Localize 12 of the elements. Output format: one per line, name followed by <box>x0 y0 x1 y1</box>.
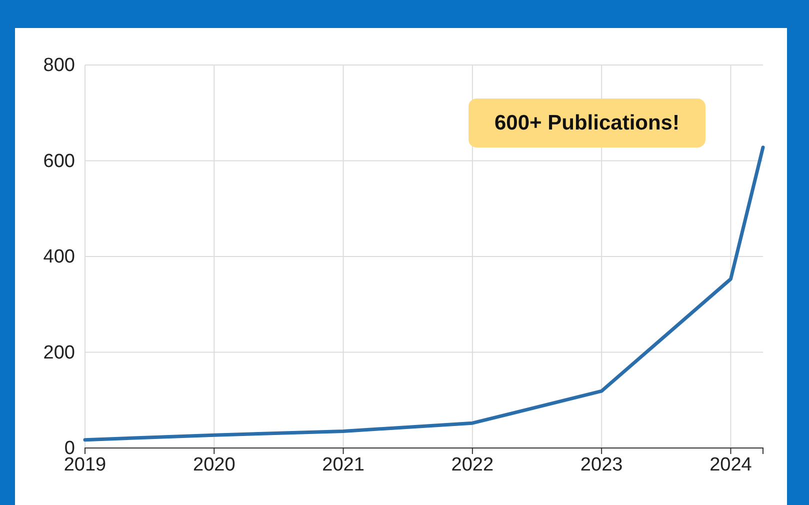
y-tick-label: 200 <box>43 342 75 364</box>
y-tick-label: 800 <box>43 55 75 76</box>
line-series <box>83 146 765 442</box>
x-tick-label: 2022 <box>451 454 494 476</box>
annotation: 600+ Publications! <box>494 112 680 134</box>
x-tick-label: 2020 <box>193 454 236 476</box>
y-tick-label: 400 <box>43 246 75 268</box>
y-tick-label: 600 <box>43 150 75 172</box>
x-tick-label: 2021 <box>322 454 364 476</box>
x-tick-label: 2023 <box>580 454 623 476</box>
x-tick-label: 2019 <box>64 454 106 476</box>
x-tick-label: 2024 <box>710 454 752 476</box>
